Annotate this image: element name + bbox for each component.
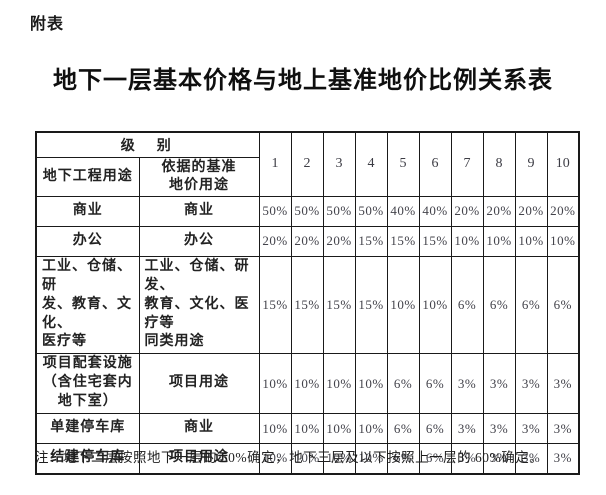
grade-header-9: 9 bbox=[514, 131, 548, 197]
grade-header-2: 2 bbox=[290, 131, 324, 197]
basis-cell: 项目用途 bbox=[138, 353, 260, 414]
ratio-value-cell: 6% bbox=[482, 255, 516, 355]
footnote: 注：地下二层按照地下一层的 50%确定，地下三层及以下按照上一层的 60%确定。 bbox=[35, 450, 544, 465]
table-row: 单建停车库 商业 10% 10% 10% 10% 6% 6% 3% 3% 3% 3% bbox=[35, 413, 580, 444]
ratio-value-cell: 10% bbox=[258, 413, 292, 444]
basis-cell: 项目用途 bbox=[138, 443, 260, 474]
ratio-value-cell: 15% bbox=[418, 225, 452, 257]
ratio-value-cell: 10% bbox=[354, 443, 388, 474]
ratio-value-cell: 50% bbox=[258, 195, 292, 227]
ratio-value-cell: 3% bbox=[482, 353, 516, 414]
use-cell: 项目配套设施 （含住宅套内 地下室） bbox=[35, 353, 140, 414]
ratio-value-cell: 10% bbox=[290, 443, 324, 474]
basis-cell: 商业 bbox=[138, 413, 260, 444]
ratio-value-cell: 6% bbox=[386, 443, 420, 474]
grade-header-1: 1 bbox=[258, 131, 292, 197]
table-row: 结建停车库 项目用途 10% 10% 10% 10% 6% 6% 3% 3% 3% 3% bbox=[35, 443, 580, 474]
ratio-value-cell: 15% bbox=[386, 225, 420, 257]
ratio-value-cell: 10% bbox=[290, 353, 324, 414]
ratio-value-cell: 3% bbox=[514, 413, 548, 444]
ratio-value-cell: 3% bbox=[546, 413, 580, 444]
ratio-value-cell: 3% bbox=[514, 353, 548, 414]
ratio-value-cell: 20% bbox=[546, 195, 580, 227]
ratio-value-cell: 6% bbox=[386, 413, 420, 444]
ratio-value-cell: 50% bbox=[354, 195, 388, 227]
use-cell: 单建停车库 bbox=[35, 413, 140, 444]
ratio-value-cell: 3% bbox=[482, 413, 516, 444]
ratio-value-cell: 20% bbox=[258, 225, 292, 257]
ratio-value-cell: 15% bbox=[354, 225, 388, 257]
ratio-value-cell: 15% bbox=[322, 255, 356, 355]
ratio-value-cell: 10% bbox=[322, 443, 356, 474]
price-ratio-table: 级 别 1 2 3 4 5 6 7 8 9 10 地下工程用途 依据的基准 地价… bbox=[35, 131, 580, 475]
ratio-value-cell: 6% bbox=[418, 413, 452, 444]
ratio-value-cell: 10% bbox=[258, 353, 292, 414]
ratio-value-cell: 3% bbox=[546, 443, 580, 474]
ratio-value-cell: 10% bbox=[354, 413, 388, 444]
basis-cell: 工业、仓储、研发、 教育、文化、医疗等 同类用途 bbox=[138, 255, 260, 355]
grade-header-5: 5 bbox=[386, 131, 420, 197]
ratio-value-cell: 3% bbox=[546, 353, 580, 414]
ratio-value-cell: 20% bbox=[482, 195, 516, 227]
ratio-value-cell: 15% bbox=[258, 255, 292, 355]
use-cell: 结建停车库 bbox=[35, 443, 140, 474]
ratio-value-cell: 10% bbox=[450, 225, 484, 257]
ratio-value-cell: 15% bbox=[354, 255, 388, 355]
ratio-value-cell: 20% bbox=[450, 195, 484, 227]
ratio-value-cell: 10% bbox=[482, 225, 516, 257]
ratio-value-cell: 6% bbox=[386, 353, 420, 414]
ratio-value-cell: 15% bbox=[290, 255, 324, 355]
appendix-tag: 附表 bbox=[30, 16, 65, 33]
basis-cell: 办公 bbox=[138, 225, 260, 257]
use-cell: 工业、仓储、研 发、教育、文化、 医疗等 bbox=[35, 255, 140, 355]
ratio-value-cell: 3% bbox=[450, 443, 484, 474]
grade-header-7: 7 bbox=[450, 131, 484, 197]
table-row: 项目配套设施 （含住宅套内 地下室） 项目用途 10% 10% 10% 10% 6% 6% 3%… bbox=[35, 353, 580, 414]
table-row: 办公 办公 20% 20% 20% 15% 15% 15% 10% 10% 10% 10% bbox=[35, 225, 580, 257]
ratio-value-cell: 50% bbox=[322, 195, 356, 227]
page-title: 地下一层基本价格与地上基准地价比例关系表 bbox=[53, 68, 553, 94]
ratio-value-cell: 10% bbox=[514, 225, 548, 257]
table-row: 商业 商业 50% 50% 50% 50% 40% 40% 20% 20% 20% 20% bbox=[35, 195, 580, 227]
ratio-value-cell: 40% bbox=[418, 195, 452, 227]
use-cell: 办公 bbox=[35, 225, 140, 257]
ratio-value-cell: 6% bbox=[418, 353, 452, 414]
ratio-value-cell: 20% bbox=[514, 195, 548, 227]
grade-header-4: 4 bbox=[354, 131, 388, 197]
grade-header-6: 6 bbox=[418, 131, 452, 197]
ratio-value-cell: 10% bbox=[386, 255, 420, 355]
ratio-value-cell: 20% bbox=[322, 225, 356, 257]
grade-header-8: 8 bbox=[482, 131, 516, 197]
use-cell: 商业 bbox=[35, 195, 140, 227]
ratio-value-cell: 50% bbox=[290, 195, 324, 227]
ratio-value-cell: 20% bbox=[290, 225, 324, 257]
ratio-value-cell: 10% bbox=[290, 413, 324, 444]
use-column-header: 地下工程用途 bbox=[35, 156, 140, 197]
grade-header-3: 3 bbox=[322, 131, 356, 197]
table-row: 工业、仓储、研 发、教育、文化、 医疗等 工业、仓储、研发、 教育、文化、医疗等 … bbox=[35, 255, 580, 355]
ratio-value-cell: 3% bbox=[450, 353, 484, 414]
ratio-value-cell: 10% bbox=[322, 353, 356, 414]
ratio-value-cell: 10% bbox=[322, 413, 356, 444]
basis-column-header: 依据的基准 地价用途 bbox=[138, 156, 260, 197]
grade-header-10: 10 bbox=[546, 131, 580, 197]
ratio-value-cell: 6% bbox=[514, 255, 548, 355]
ratio-value-cell: 40% bbox=[386, 195, 420, 227]
ratio-value-cell: 10% bbox=[418, 255, 452, 355]
header-row-columns: 地下工程用途 依据的基准 地价用途 bbox=[35, 156, 579, 197]
ratio-value-cell: 10% bbox=[546, 225, 580, 257]
ratio-value-cell: 6% bbox=[450, 255, 484, 355]
basis-cell: 商业 bbox=[138, 195, 260, 227]
ratio-value-cell: 6% bbox=[546, 255, 580, 355]
ratio-value-cell: 10% bbox=[354, 353, 388, 414]
ratio-value-cell: 3% bbox=[450, 413, 484, 444]
ratio-value-cell: 3% bbox=[514, 443, 548, 474]
level-header-label: 级 别 bbox=[35, 131, 260, 158]
header-row-level: 级 别 1 2 3 4 5 6 7 8 9 10 bbox=[35, 131, 580, 197]
